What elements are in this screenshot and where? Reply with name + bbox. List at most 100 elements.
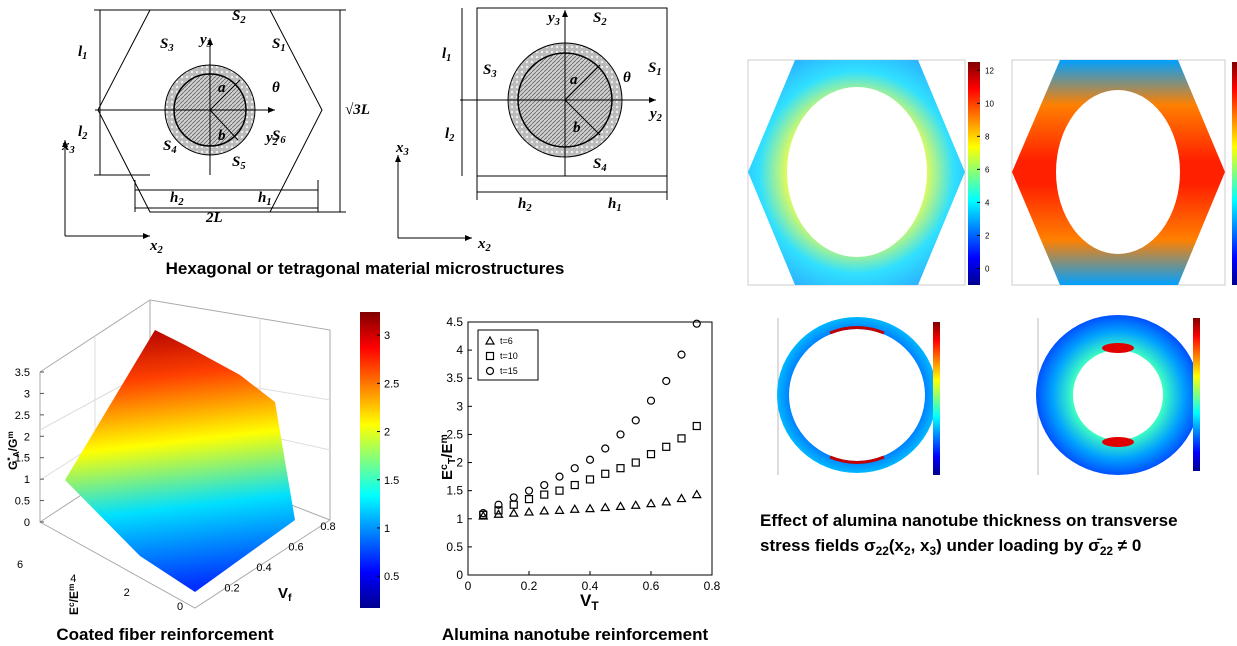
superscript: c [66,602,76,607]
text-part: a [570,72,578,88]
marker [676,493,687,503]
marker [585,455,595,464]
y-tick-label: 0.5 [446,540,463,554]
y-tick-label: 1 [456,512,463,526]
text-part: ≠ 0 [1113,536,1141,555]
text-part: 2L [205,210,223,226]
marker [616,430,625,439]
text-part: S [272,128,280,144]
subscript: 6 [280,135,286,146]
diagram-label: h2 [518,196,532,214]
z-tick-label: 0.5 [15,496,30,508]
marker [692,319,701,328]
subscript: 1 [616,203,621,214]
marker [662,442,671,451]
subscript: 2 [177,197,184,208]
subscript: T [591,599,599,613]
colorbar-tick-label: 10 [985,99,994,108]
subscript: 4 [600,163,606,174]
marker [539,505,550,515]
marker [677,434,686,443]
subscript: 2 [272,137,279,148]
marker [616,464,625,473]
subscript: 2 [448,133,455,144]
marker [601,444,610,453]
y-tick-label: 4 [456,343,463,357]
z-tick-label: 3.5 [15,367,30,379]
diagram-label: l2 [445,126,455,144]
subscript: 3 [554,17,560,28]
x-tick-label: 0.2 [521,579,538,593]
text-part: θ [623,70,631,86]
diagram-label: x2 [477,236,492,254]
marker [645,498,657,508]
y-tick-label: 3 [456,399,463,413]
caption: Effect of alumina nanotube thickness on … [760,511,1178,530]
diagram-label: b [573,120,581,136]
marker [555,486,564,495]
marker [523,506,535,516]
diagram-label: y2 [264,130,279,148]
marker [569,504,580,513]
subscript: 22 [876,544,890,558]
marker [524,486,534,495]
z-tick-label: 0 [24,517,30,529]
marker [494,506,503,515]
colorbar-tick-label: 3 [384,330,390,342]
subscript: 2 [904,544,911,558]
colorbar-tick-label: 0 [985,264,990,273]
superscript: c [438,464,450,470]
text-part: √3L [345,102,370,118]
text-part: ) under loading by [936,536,1088,555]
subscript: 1 [446,53,451,64]
z-tick-label: 1 [24,474,30,486]
diagram-label: S6 [272,128,286,146]
colorbar-tick-label: 1.5 [384,475,399,487]
subscript: 2 [239,15,246,26]
caption: Coated fiber reinforcement [56,625,274,644]
text-part: l [78,124,83,140]
y-tick-label: 3.5 [446,371,463,385]
marker [631,458,640,467]
x-tick-label: 0.4 [582,579,599,593]
diagram-label: l1 [78,44,87,62]
subscript: A [11,451,21,457]
subscript: 3 [206,39,212,50]
subscript: 3 [69,145,75,156]
subscript: 1 [280,43,285,54]
marker [584,503,596,513]
marker [524,495,534,504]
text-part: l [78,44,83,60]
axis-label: G*A/Gm [5,431,21,470]
colorbar-tick-label: 2 [384,427,390,439]
colorbar-tick-label: 4 [985,198,990,207]
marker [601,469,610,478]
axis-label: Vf [278,585,292,604]
text-part: G [6,461,20,470]
subscript: 22 [1100,544,1114,558]
legend-label: t=6 [500,336,513,346]
subscript: 5 [240,161,245,172]
marker [508,507,519,517]
marker [630,500,641,509]
colorbar-tick-label: 2.5 [384,378,399,390]
marker [600,502,611,512]
diagram-label: S3 [160,36,174,54]
y-tick-label: 4.5 [446,315,463,329]
marker [646,396,656,405]
text-part: h [170,190,178,206]
text-part: V [580,591,592,610]
subscript: 3 [490,69,496,80]
x-tick-label: 0 [177,601,183,613]
marker [585,475,595,484]
text-part: l [442,46,447,62]
marker [615,501,626,511]
y-tick-label: 0.4 [256,562,271,574]
subscript: 2 [157,245,164,256]
hexagonal-diagram [62,9,346,239]
diagram-label: S2 [232,8,246,26]
caption: stress fields σ22(x2, x3) under loading … [760,536,1141,558]
z-tick-label: 2 [24,431,30,443]
y-tick-label: 0.2 [224,583,239,595]
text-part: S [163,138,171,154]
